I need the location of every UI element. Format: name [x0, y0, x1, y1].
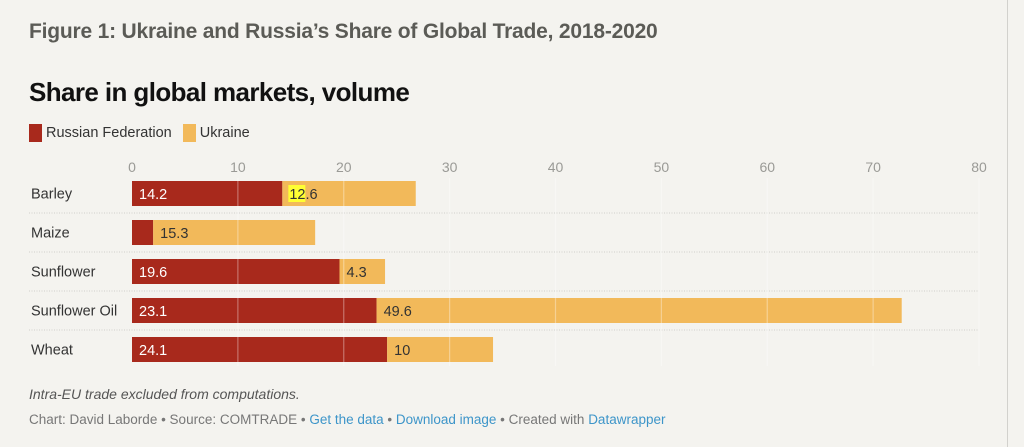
category-label: Wheat	[31, 343, 73, 359]
data-label-ukraine: 15.3	[160, 226, 188, 242]
bar-ukraine	[376, 298, 902, 323]
chart-title: Share in global markets, volume	[29, 77, 410, 107]
category-label: Sunflower Oil	[31, 304, 117, 320]
data-label-russia: 19.6	[139, 265, 167, 281]
data-label-ukraine: 10	[394, 343, 410, 359]
x-tick-label: 30	[442, 159, 458, 175]
chart-note: Intra-EU trade excluded from computation…	[29, 386, 300, 402]
data-label-russia: 14.2	[139, 187, 167, 203]
x-tick-label: 10	[230, 159, 246, 175]
bar-russia	[132, 337, 388, 362]
datawrapper-link[interactable]: Datawrapper	[588, 412, 666, 427]
bar-ukraine	[339, 259, 386, 284]
data-label-ukraine: 4.3	[347, 265, 367, 281]
data-label-ukraine: 12.6	[289, 187, 317, 203]
x-tick-label: 80	[971, 159, 987, 175]
x-tick-label: 60	[759, 159, 775, 175]
x-tick-label: 40	[548, 159, 564, 175]
x-tick-label: 0	[128, 159, 136, 175]
legend-label-ukraine: Ukraine	[199, 125, 250, 141]
credits: Chart: David Laborde • Source: COMTRADE …	[29, 412, 665, 427]
bar-ukraine	[153, 220, 316, 245]
bar-russia	[132, 220, 154, 245]
panel-border	[1007, 0, 1008, 447]
x-tick-label: 20	[336, 159, 352, 175]
data-label-russia: 23.1	[139, 304, 167, 320]
bar-russia	[132, 298, 377, 323]
credits-prefix: Chart: David Laborde • Source: COMTRADE …	[29, 412, 310, 427]
legend-swatch-russia	[29, 124, 42, 142]
credits-created-with: • Created with	[496, 412, 589, 427]
legend-label-russia: Russian Federation	[46, 125, 172, 141]
data-label-ukraine: 49.6	[384, 304, 412, 320]
category-label: Barley	[31, 187, 73, 203]
credits-separator: •	[383, 412, 396, 427]
bar-ukraine	[387, 337, 494, 362]
bar-russia	[132, 259, 340, 284]
highlight-mark	[288, 185, 306, 202]
x-tick-label: 70	[865, 159, 881, 175]
category-label: Sunflower	[31, 265, 96, 281]
legend-item-russia: Russian Federation	[29, 124, 172, 142]
bar-chart: 0 10 20 30 40 50 60 70 80 Barley 14.2 12.6 Maize 15.3…	[29, 159, 987, 366]
bar-russia	[132, 181, 283, 206]
category-label: Maize	[31, 226, 70, 242]
x-tick-label: 50	[654, 159, 670, 175]
legend-item-ukraine: Ukraine	[182, 124, 250, 142]
figure-title: Figure 1: Ukraine and Russia’s Share of …	[29, 20, 658, 43]
data-label-russia: 24.1	[139, 343, 167, 359]
legend: Russian Federation Ukraine	[29, 124, 261, 142]
get-data-link[interactable]: Get the data	[309, 412, 384, 427]
legend-swatch-ukraine	[182, 124, 196, 142]
download-image-link[interactable]: Download image	[395, 412, 497, 427]
